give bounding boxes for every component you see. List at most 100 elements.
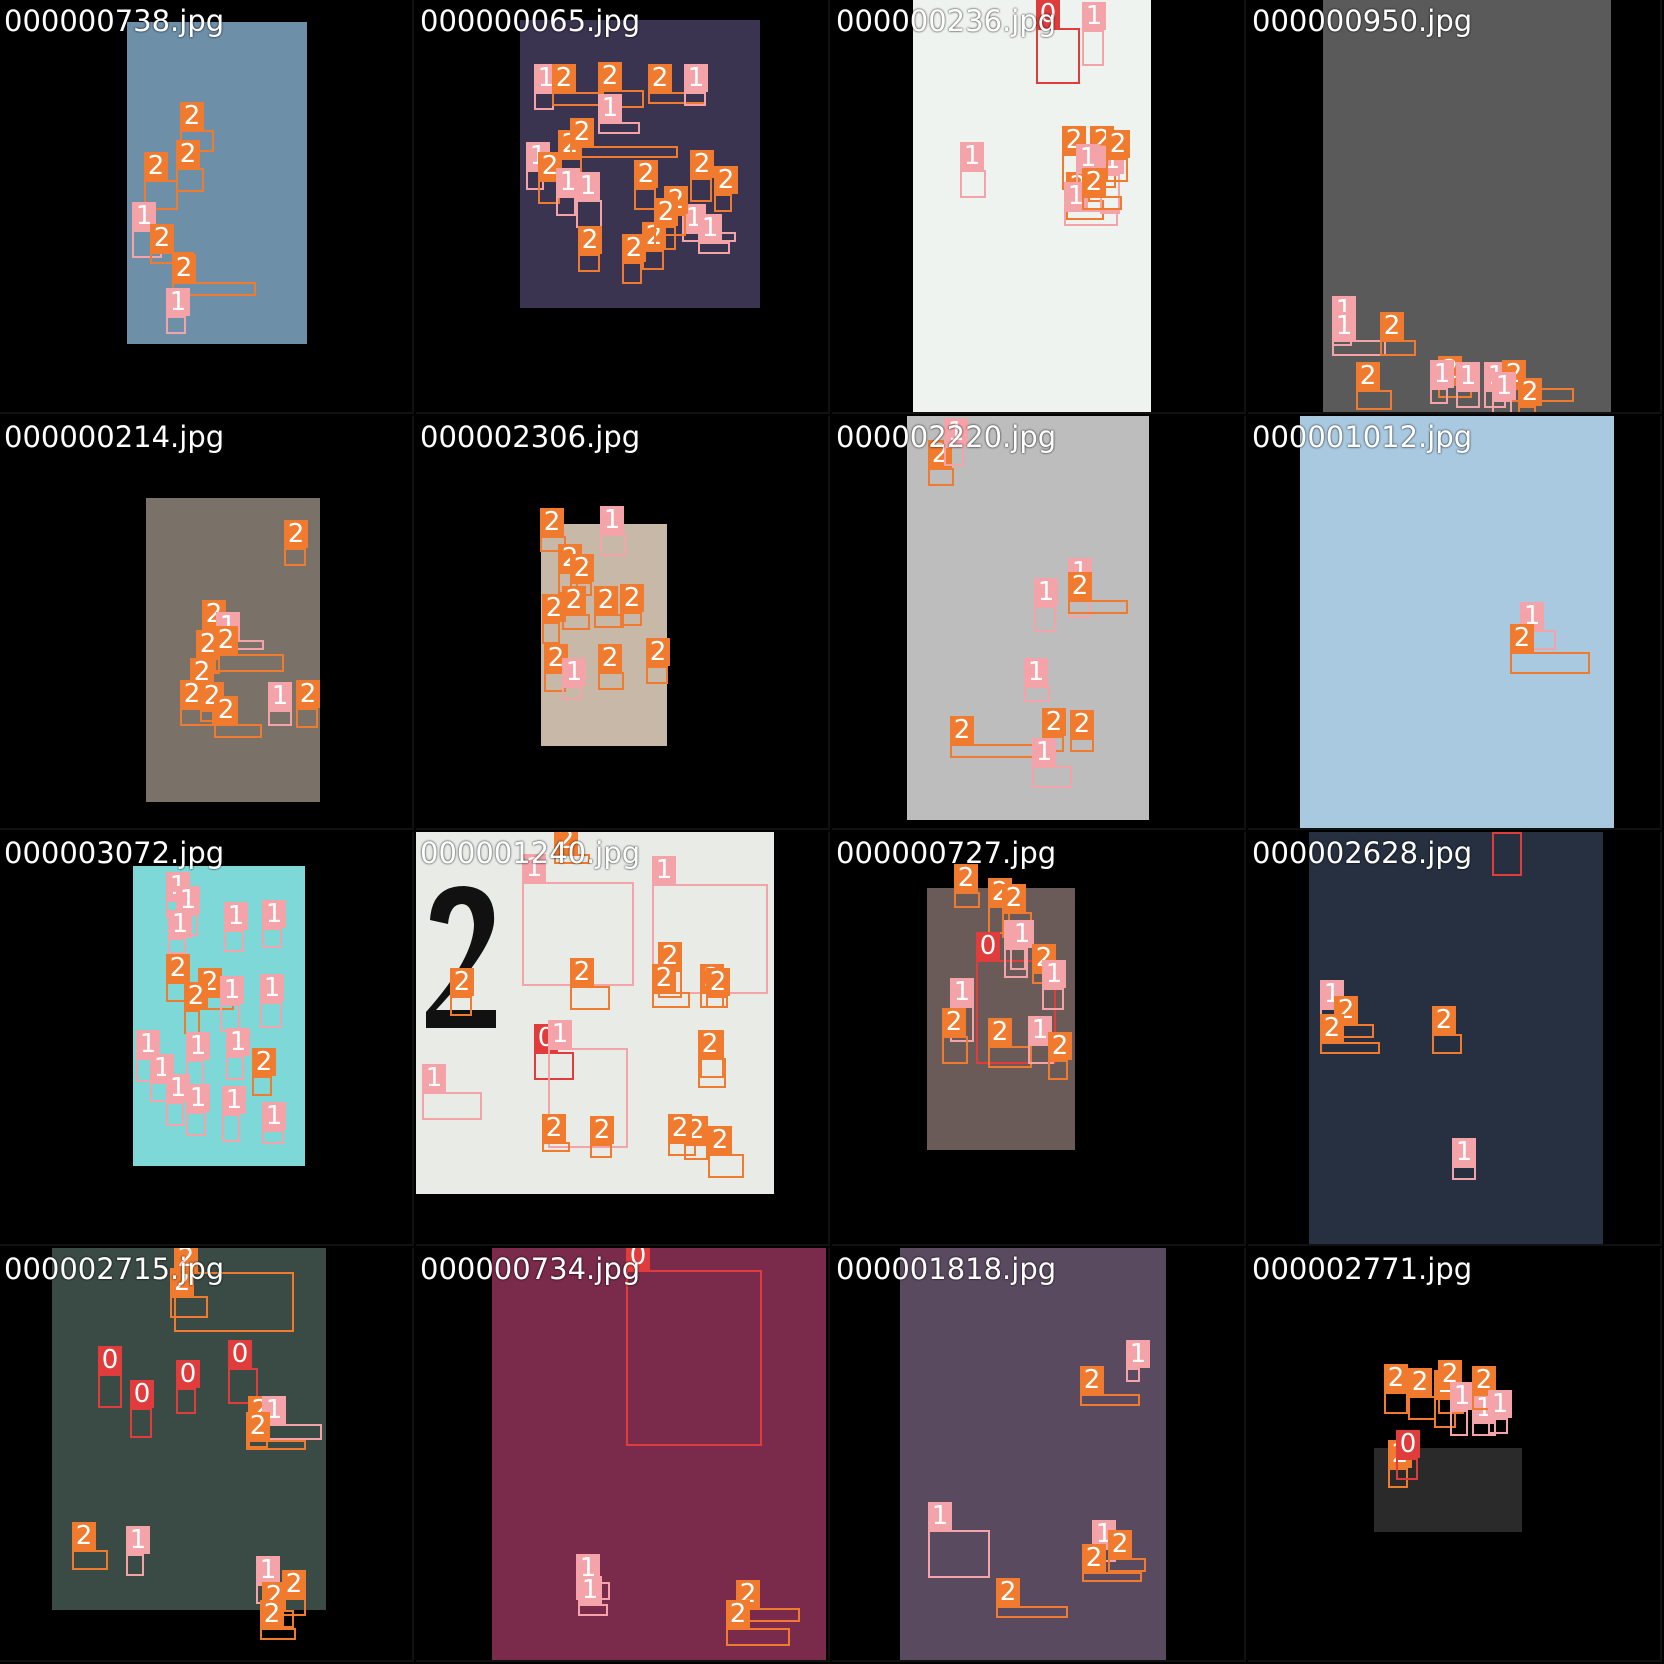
bounding-box-class-1: 1 [260,974,284,1028]
bounding-box-class-2: 2 [282,1570,306,1616]
bounding-box-class-1: 1 [262,900,286,948]
class-label: 1 [548,1020,572,1048]
class-label: 1 [652,856,676,884]
bounding-box-class-2: 2 [214,626,284,672]
class-label: 2 [166,954,190,982]
image-filename: 000000734.jpg [420,1252,641,1286]
class-label: 2 [942,1008,966,1036]
image-filename: 000000738.jpg [4,4,225,38]
bounding-box-class-1: 1 [1450,1382,1474,1436]
bounding-box-class-2: 2 [620,584,644,626]
class-label: 2 [554,832,578,854]
class-label: 2 [72,1522,96,1550]
bounding-box-class-2: 2 [176,140,204,192]
bounding-box-class-2: 2 [1518,378,1542,412]
class-label: 2 [214,626,238,654]
class-label: 2 [1356,362,1380,390]
bounding-box-class-0: 0 [1396,1430,1420,1480]
bounding-box-class-2: 2 [174,1248,294,1332]
bounding-box-class-2: 2 [1106,130,1130,182]
class-label: 2 [1070,710,1094,738]
class-label: 2 [184,982,208,1010]
bounding-box-class-1: 1 [1488,1390,1512,1434]
class-label: 2 [620,584,644,612]
detection-tile: 000002220.jpg2111212221 [832,416,1246,830]
bounding-box-class-1: 1 [1332,312,1386,356]
image-filename: 000000065.jpg [420,4,641,38]
class-label: 1 [1028,1016,1052,1044]
class-label: 2 [578,226,602,254]
bounding-box-class-1: 1 [684,64,708,106]
class-label: 2 [1408,1368,1432,1396]
bounding-box-class-2: 2 [570,118,678,158]
bounding-box-class-1: 1 [598,94,640,134]
class-label: 2 [1108,1530,1132,1558]
class-label: 1 [576,172,600,200]
class-label: 2 [570,554,594,582]
detection-tile: 000000734.jpg 0 1 1 2 2 [416,1248,830,1662]
bounding-box-class-2: 2 [570,958,610,1010]
class-label: 2 [1432,1006,1456,1034]
class-label: 2 [1384,1364,1408,1392]
class-label: 1 [562,658,586,686]
bounding-box-class-2: 2 [184,982,208,1034]
bounding-box-class-1: 1 [1430,360,1454,404]
class-label: 1 [222,1086,246,1114]
bounding-box-class-2: 2 [1080,1366,1140,1406]
class-label: 1 [262,1102,286,1130]
bounding-box-class-2: 2 [622,234,646,284]
image-filename: 000001240.jpg [420,836,641,870]
bounding-box-class-1: 1 [1042,960,1066,1010]
bounding-box-class-1: 1 [176,886,200,936]
bounding-box-class-1: 1 [224,902,248,952]
bounding-box-class-1: 1 [562,658,586,700]
class-label: 2 [144,152,168,180]
class-label: 2 [450,968,474,996]
image-filename: 000000950.jpg [1252,4,1473,38]
class-label: 2 [996,1578,1020,1606]
detection-tile: 000000214.jpg22122222212 [0,416,414,830]
class-label: 2 [562,586,586,614]
bounding-box-class-2: 2 [1068,572,1128,614]
bounding-box-class-1: 1 [422,1064,482,1120]
class-label: 1 [256,1556,280,1584]
bounding-box-class-2: 2 [1048,1032,1072,1080]
bounding-box-class-0: 0 [626,1248,762,1446]
class-label: 1 [268,682,292,710]
class-label: 2 [598,62,622,90]
bounding-box-class-2: 2 [996,1578,1068,1618]
class-label: 2 [1068,572,1092,600]
class-label: 1 [1034,578,1058,606]
bounding-box-class-1: 1 [1492,372,1516,412]
detection-tile: 000000950.jpg11222111212 [1248,0,1662,414]
bounding-box-class-0: 0 [176,1360,200,1414]
bounding-box-class-2: 2 [714,166,738,212]
bounding-box-class-2: 2 [646,638,670,684]
class-label: 1 [950,978,974,1006]
class-label: 2 [634,160,658,188]
bounding-box-class-1: 1 [1064,182,1118,226]
bounding-box-class-1: 1 [268,682,292,726]
class-label: 2 [260,1600,284,1628]
bounding-box-class-1: 1 [576,172,602,228]
detection-tile: 000002771.jpg2222112120 [1248,1248,1662,1662]
image-filename: 000001012.jpg [1252,420,1473,454]
class-label: 1 [1126,1340,1150,1368]
class-label: 1 [960,142,984,170]
class-label: 2 [668,1114,692,1142]
class-label: 1 [422,1064,446,1092]
class-label: 1 [262,900,286,928]
bounding-box-class-2: 2 [648,64,706,104]
bounding-box-class-2: 2 [296,680,320,728]
bounding-box-class-2: 2 [1070,710,1094,752]
bounding-box-class-0: 0 [130,1380,154,1438]
class-label: 2 [590,1116,614,1144]
image-filename: 000002306.jpg [420,420,641,454]
detection-tile: 000002628.jpg012221 [1248,832,1662,1246]
bounding-box-class-1: 1 [928,1502,990,1578]
bounding-box-class-2: 2 [554,832,590,864]
bounding-box-class-1: 1 [220,976,244,1032]
bounding-box-class-1: 1 [126,1526,150,1576]
bounding-box-class-2: 2 [1384,1364,1408,1414]
